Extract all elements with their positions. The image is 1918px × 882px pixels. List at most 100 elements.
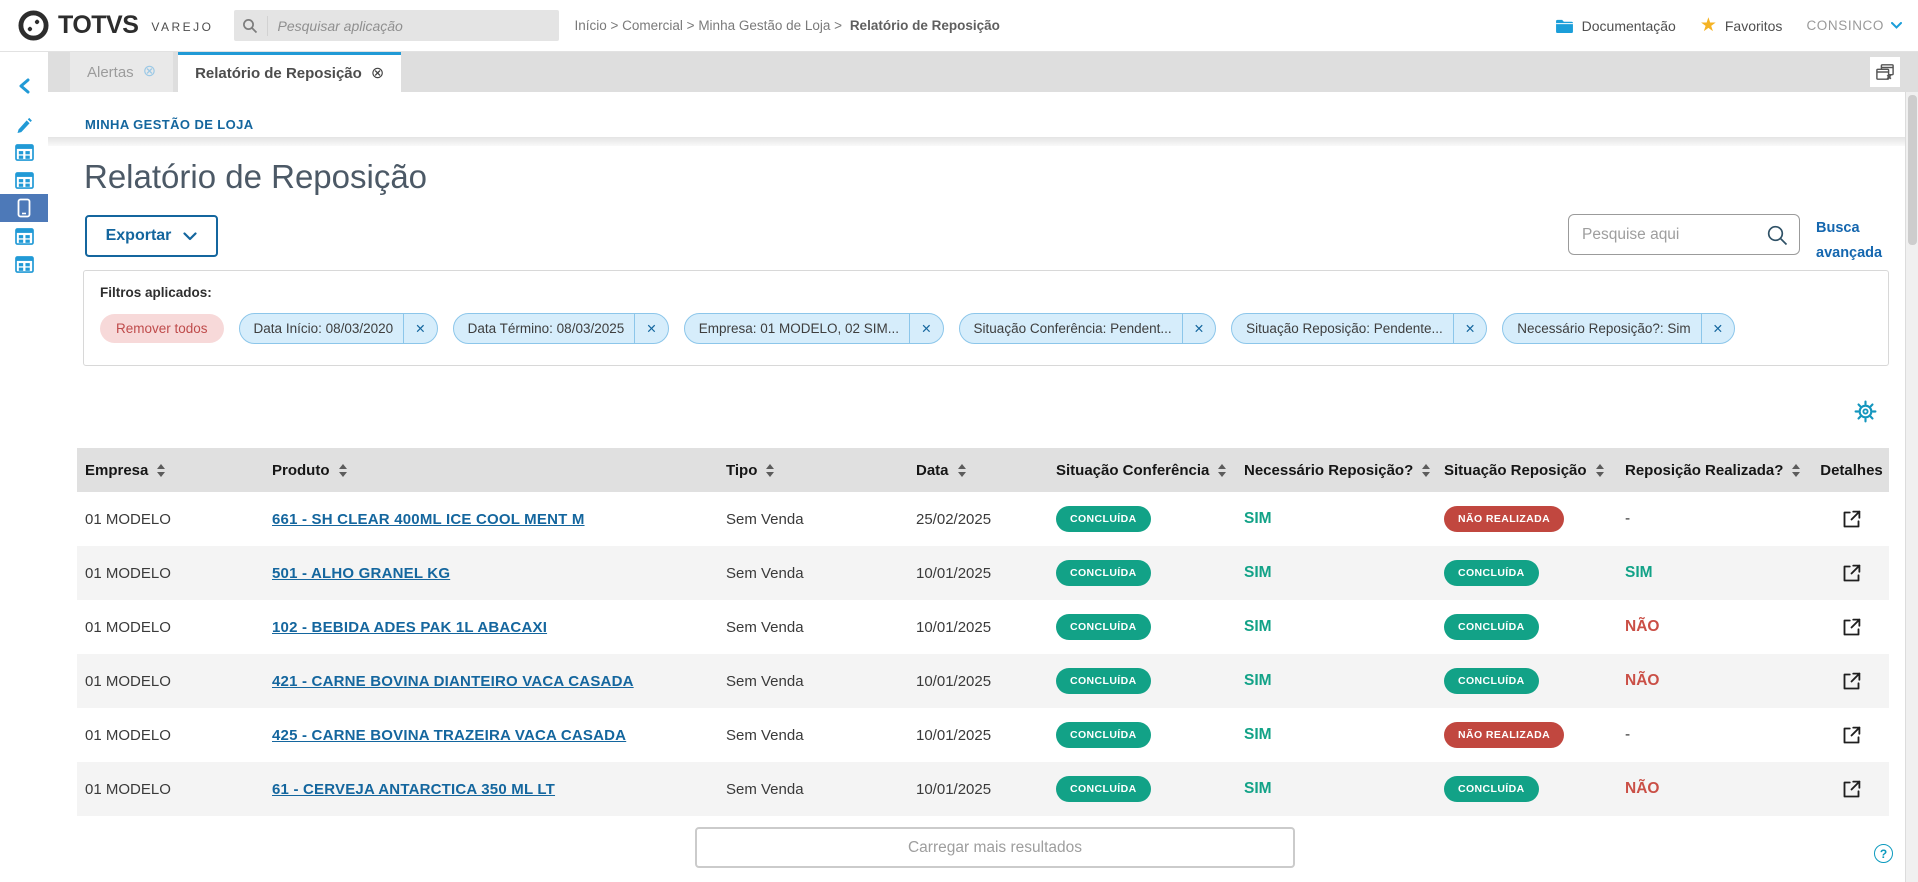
table-header-row: Empresa Produto Tipo Data Situação Conferênc… (77, 448, 1889, 492)
sidebar-item[interactable] (0, 138, 48, 166)
pen-icon (15, 115, 33, 133)
column-header-9: Detalhes (1814, 462, 1889, 479)
row-details-button[interactable] (1841, 563, 1862, 584)
cell-data: 25/02/2025 (916, 510, 992, 528)
column-header-6[interactable]: Necessário Reposição? (1236, 462, 1436, 479)
cell-data: 10/01/2025 (916, 564, 992, 582)
chip-divider (909, 314, 911, 343)
remove-filter-icon[interactable]: ✕ (1193, 322, 1205, 336)
sort-icon[interactable] (1422, 463, 1431, 477)
sort-up-arrow (1792, 463, 1801, 469)
cell-situacao-conferencia: CONCLUÍDA (1048, 722, 1236, 748)
column-header-4[interactable]: Data (908, 462, 1048, 479)
cell-empresa: 01 MODELO (85, 726, 171, 744)
remove-all-filters-button[interactable]: Remover todos (100, 314, 224, 343)
row-details-button[interactable] (1841, 617, 1862, 638)
row-details-button[interactable] (1841, 779, 1862, 800)
status-text: - (1625, 510, 1631, 527)
cell-reposicao-realizada: NÃO (1617, 780, 1814, 798)
remove-filter-icon[interactable]: ✕ (415, 322, 426, 336)
close-tab-icon[interactable]: ⊗ (370, 64, 385, 82)
sort-icon[interactable] (766, 463, 775, 477)
cell-empresa: 01 MODELO (85, 672, 171, 690)
status-text: - (1625, 726, 1631, 743)
tab-label: Relatório de Reposição (195, 65, 362, 82)
sidebar-item[interactable] (0, 166, 48, 194)
filter-chip-label: Empresa: 01 MODELO, 02 SIM... (698, 321, 900, 336)
product-link[interactable]: 61 - CERVEJA ANTARCTICA 350 ML LT (272, 780, 556, 798)
cell-situacao-conferencia: CONCLUÍDA (1048, 560, 1236, 586)
table-search-input[interactable]: Pesquise aqui (1568, 214, 1800, 255)
cell-situacao-reposicao: CONCLUÍDA (1436, 614, 1617, 640)
export-button[interactable]: Exportar (85, 215, 218, 257)
sidebar-collapse-button[interactable] (0, 72, 48, 100)
column-header-label: Necessário Reposição? (1244, 461, 1414, 479)
breadcrumb[interactable]: Início > Comercial > Minha Gestão de Loj… (575, 18, 1000, 33)
column-header-1[interactable]: Empresa (77, 462, 264, 479)
filter-chip: Situação Conferência: Pendent... ✕ (958, 313, 1217, 344)
product-link[interactable]: 421 - CARNE BOVINA DIANTEIRO VACA CASADA (272, 672, 634, 690)
sidebar-item[interactable] (0, 194, 48, 222)
cell-necessario-reposicao: SIM (1236, 564, 1436, 582)
product-link[interactable]: 501 - ALHO GRANEL KG (272, 564, 451, 582)
column-header-5[interactable]: Situação Conferência (1048, 462, 1236, 479)
row-details-button[interactable] (1841, 671, 1862, 692)
cell-produto: 102 - BEBIDA ADES PAK 1L ABACAXI (264, 619, 718, 636)
column-header-label: Situação Conferência (1056, 461, 1210, 479)
star-icon: ★ (1699, 15, 1717, 36)
remove-filter-icon[interactable]: ✕ (1712, 322, 1724, 336)
cell-tipo: Sem Venda (726, 672, 804, 690)
close-all-tabs-button[interactable] (1870, 57, 1900, 87)
remove-filter-icon[interactable]: ✕ (1464, 322, 1476, 336)
sort-icon[interactable] (1218, 463, 1227, 477)
documentation-link[interactable]: Documentação (1555, 18, 1676, 34)
column-header-8[interactable]: Reposição Realizada? (1617, 462, 1814, 479)
sidebar-item[interactable] (0, 110, 48, 138)
cell-tipo: Sem Venda (726, 726, 804, 744)
cell-data: 10/01/2025 (916, 780, 992, 798)
product-link[interactable]: 425 - CARNE BOVINA TRAZEIRA VACA CASADA (272, 726, 627, 744)
sort-up-arrow (1595, 463, 1604, 469)
load-more-button[interactable]: Carregar mais resultados (695, 827, 1295, 868)
favorites-link[interactable]: ★ Favoritos (1700, 16, 1783, 35)
application-search-input[interactable]: Pesquisar aplicação (233, 10, 559, 41)
tab-bar: Alertas ⊗ Relatório de Reposição ⊗ (48, 52, 1918, 92)
tab-alertas[interactable]: Alertas ⊗ (70, 52, 174, 92)
tab-relatorio-de-reposicao[interactable]: Relatório de Reposição ⊗ (178, 52, 402, 92)
cell-situacao-conferencia: CONCLUÍDA (1048, 668, 1236, 694)
product-link[interactable]: 661 - SH CLEAR 400ML ICE COOL MENT M (272, 510, 585, 528)
mobile-icon (17, 198, 31, 218)
cell-reposicao-realizada: SIM (1617, 564, 1814, 582)
remove-filter-icon[interactable]: ✕ (646, 322, 657, 336)
remove-filter-icon[interactable]: ✕ (921, 322, 932, 336)
sort-icon[interactable] (157, 463, 166, 477)
sort-icon[interactable] (338, 463, 347, 477)
sidebar-item[interactable] (0, 250, 48, 278)
vertical-scrollbar[interactable] (1905, 92, 1918, 882)
row-details-button[interactable] (1841, 509, 1862, 530)
help-button[interactable]: ? (1874, 844, 1893, 863)
column-header-2[interactable]: Produto (264, 462, 718, 479)
sort-icon[interactable] (957, 463, 966, 477)
status-text: NÃO (1625, 780, 1660, 797)
external-link-icon (1841, 725, 1862, 746)
product-link[interactable]: 102 - BEBIDA ADES PAK 1L ABACAXI (272, 618, 548, 636)
cell-situacao-reposicao: NÃO REALIZADA (1436, 722, 1617, 748)
close-tab-icon[interactable]: ⊗ (142, 63, 157, 80)
row-details-button[interactable] (1841, 725, 1862, 746)
table-settings-button[interactable] (1852, 398, 1879, 425)
advanced-search-link[interactable]: Busca avançada (1816, 216, 1902, 266)
scrollbar-thumb[interactable] (1907, 95, 1917, 245)
sort-icon[interactable] (1595, 463, 1604, 477)
sort-icon[interactable] (1792, 463, 1801, 477)
external-link-icon (1841, 563, 1862, 584)
column-header-3[interactable]: Tipo (718, 462, 908, 479)
cell-reposicao-realizada: - (1617, 510, 1814, 528)
status-badge: CONCLUÍDA (1056, 560, 1151, 586)
sidebar-item[interactable] (0, 222, 48, 250)
search-icon[interactable] (1765, 223, 1789, 247)
status-text: SIM (1244, 780, 1272, 797)
user-menu[interactable]: CONSINCO (1806, 18, 1902, 33)
breadcrumb-trail[interactable]: Início > Comercial > Minha Gestão de Loj… (574, 18, 843, 33)
column-header-7[interactable]: Situação Reposição (1436, 462, 1617, 479)
